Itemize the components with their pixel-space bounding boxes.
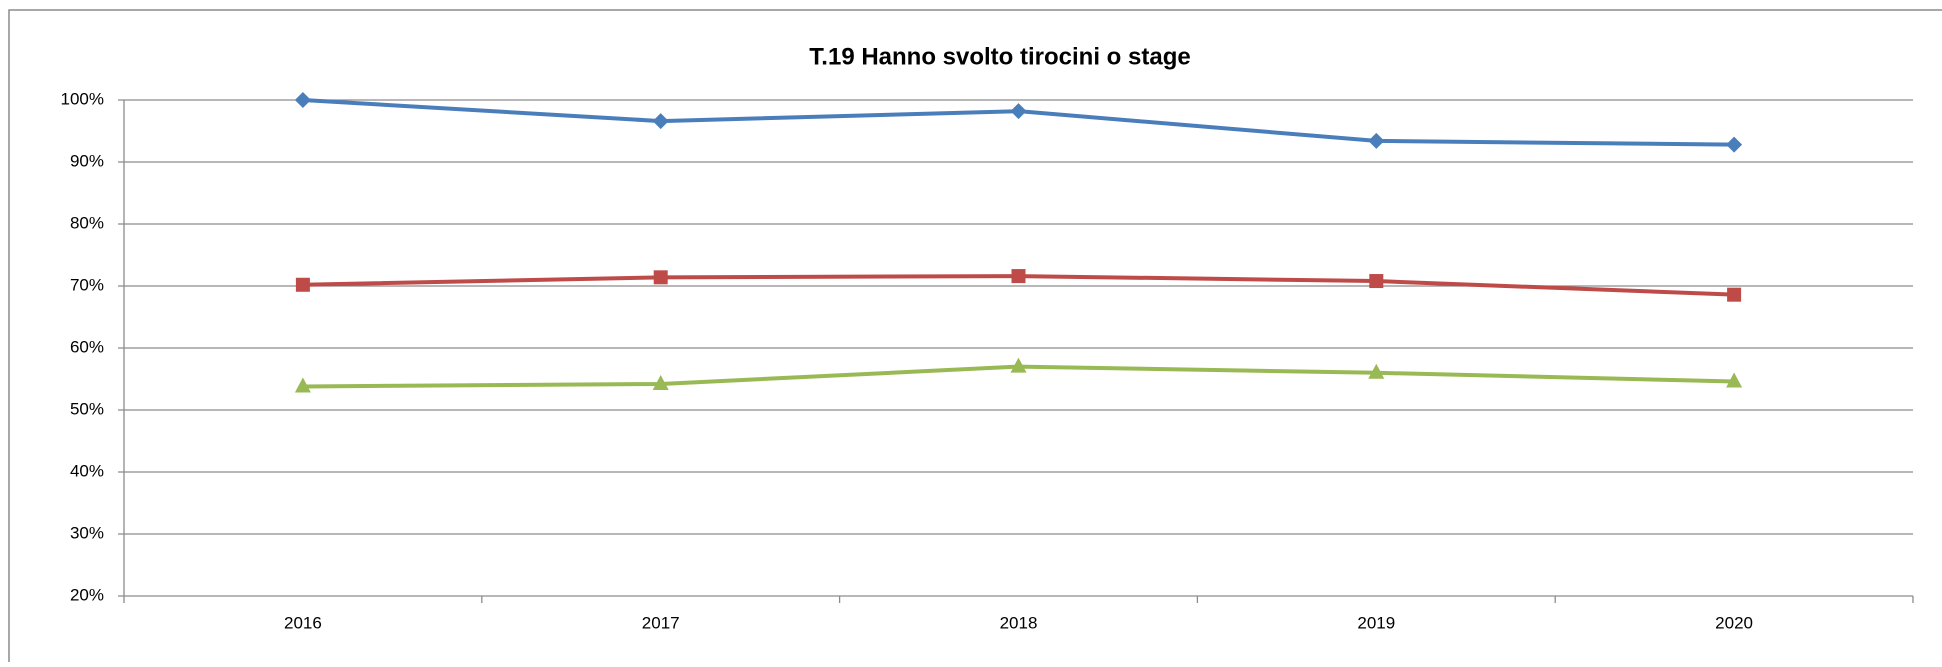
chart-title: T.19 Hanno svolto tirocini o stage	[809, 43, 1190, 70]
data-point	[295, 277, 310, 292]
y-tick-label: 60%	[70, 337, 104, 356]
chart-frame	[8, 9, 1942, 667]
data-point	[652, 374, 669, 390]
data-point	[1726, 136, 1743, 153]
y-tick-label: 100%	[61, 89, 104, 108]
y-tick-label: 70%	[70, 275, 104, 294]
data-point	[1368, 363, 1385, 379]
data-point	[1369, 274, 1384, 289]
y-tick-label: 20%	[70, 585, 104, 604]
data-point	[1727, 287, 1742, 302]
data-point	[653, 270, 668, 285]
x-tick-label: 2019	[1357, 613, 1395, 632]
y-tick-label: 50%	[70, 399, 104, 418]
y-tick-label: 80%	[70, 213, 104, 232]
data-point	[1010, 357, 1027, 373]
data-point	[1010, 103, 1027, 120]
y-tick-label: 90%	[70, 151, 104, 170]
x-tick-label: 2016	[284, 613, 322, 632]
y-tick-label: 30%	[70, 523, 104, 542]
data-point	[294, 92, 311, 108]
data-point	[652, 113, 669, 130]
x-tick-label: 2018	[1000, 613, 1038, 632]
x-tick-label: 2017	[642, 613, 680, 632]
data-point	[1011, 269, 1026, 284]
data-point	[1726, 372, 1743, 388]
y-tick-label: 40%	[70, 461, 104, 480]
data-point	[1368, 132, 1385, 149]
data-point	[294, 377, 311, 393]
x-tick-label: 2020	[1715, 613, 1753, 632]
